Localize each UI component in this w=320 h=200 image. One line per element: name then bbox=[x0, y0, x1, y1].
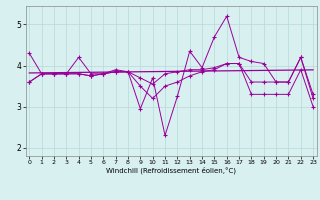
X-axis label: Windchill (Refroidissement éolien,°C): Windchill (Refroidissement éolien,°C) bbox=[106, 167, 236, 174]
